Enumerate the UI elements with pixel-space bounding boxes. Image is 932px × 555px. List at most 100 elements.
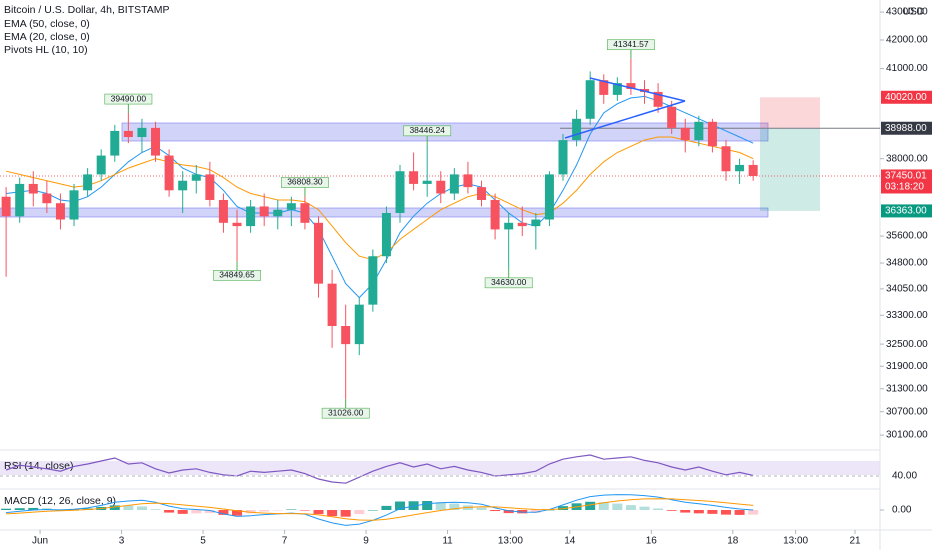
macd-histogram-bar xyxy=(734,510,745,515)
macd-histogram-bar xyxy=(245,510,256,514)
macd-histogram-bar xyxy=(164,510,175,513)
rsi-legend: RSI (14, close) xyxy=(4,460,73,472)
x-tick-label: 3 xyxy=(119,536,125,547)
macd-histogram-bar xyxy=(354,510,365,515)
macd-histogram-bar xyxy=(299,510,310,511)
macd-histogram-bar xyxy=(14,508,25,510)
candle-body xyxy=(55,203,65,220)
candle-body xyxy=(246,206,256,227)
pivot-box xyxy=(213,270,261,281)
macd-histogram-bar xyxy=(680,510,691,513)
macd-histogram-bar xyxy=(707,510,718,514)
candle-body xyxy=(436,180,446,194)
y-tick-label: 43000.00 xyxy=(886,7,928,18)
candle-body xyxy=(368,256,378,305)
candle-body xyxy=(612,83,622,95)
triangle-line xyxy=(589,77,686,102)
candle-body xyxy=(463,174,473,188)
macd-histogram-bar xyxy=(693,510,704,514)
target-zone xyxy=(760,128,820,211)
y-tick-label: 30100.00 xyxy=(886,430,928,441)
triangle-line xyxy=(564,100,686,139)
candle-body xyxy=(1,196,11,217)
candle-body xyxy=(422,180,432,184)
macd-histogram-bar xyxy=(259,510,270,512)
candle-body xyxy=(232,222,242,227)
y-tick-label: 34800.00 xyxy=(886,258,928,269)
y-tick-label: 41000.00 xyxy=(886,63,928,74)
ema-line xyxy=(6,95,754,299)
x-tick-label: 13:00 xyxy=(783,536,808,547)
candle-body xyxy=(96,155,106,175)
candle-body xyxy=(178,180,188,191)
macd-histogram-bar xyxy=(530,510,541,513)
x-tick-label: 21 xyxy=(849,536,861,547)
pivot-box xyxy=(321,407,370,419)
macd-histogram-bar xyxy=(721,510,732,515)
candle-body xyxy=(599,80,609,95)
macd-histogram-bar xyxy=(435,502,446,510)
pivot-box xyxy=(484,277,533,289)
candle-body xyxy=(83,174,93,191)
x-tick-label: 13:00 xyxy=(498,536,523,547)
y-tick-label: 31900.00 xyxy=(886,361,928,372)
candle-body xyxy=(531,219,541,227)
x-tick-label: 5 xyxy=(200,536,206,547)
price-tag-label: 38988.00 xyxy=(885,123,927,134)
macd-legend: MACD (12, 26, close, 9) xyxy=(4,495,116,507)
pivot-high-label: 36808.30 xyxy=(287,177,323,187)
pivot-box xyxy=(104,93,153,105)
macd-histogram-bar xyxy=(585,501,596,510)
candle-body xyxy=(151,127,161,156)
macd-histogram-bar xyxy=(340,510,351,517)
macd-histogram-bar xyxy=(286,509,297,510)
pivot-high-label: 41341.57 xyxy=(613,39,649,49)
macd-signal-line xyxy=(6,498,754,521)
macd-histogram-bar xyxy=(476,507,487,510)
candle-body xyxy=(327,283,337,327)
candle-body xyxy=(28,183,38,194)
pivot-box xyxy=(281,177,329,188)
pivot-low-label: 31026.00 xyxy=(328,407,364,417)
candle-body xyxy=(42,193,52,204)
candle-body xyxy=(395,171,405,213)
candle-body xyxy=(314,222,324,284)
macd-histogram-bar xyxy=(503,510,514,514)
candle-body xyxy=(123,130,133,138)
macd-histogram-bar xyxy=(136,506,147,510)
stop-zone xyxy=(760,97,820,129)
candle-body xyxy=(286,203,296,210)
candle-body xyxy=(490,199,500,230)
candle-body xyxy=(273,209,283,217)
candle-body xyxy=(15,183,25,217)
rsi-tick-label: 40.00 xyxy=(892,471,917,482)
candle-body xyxy=(504,222,514,230)
macd-histogram-bar xyxy=(109,505,120,510)
candle-body xyxy=(477,187,487,200)
price-tag-label: 36363.00 xyxy=(885,206,927,217)
price-tag-label: 37450.01 xyxy=(885,171,927,182)
x-tick-label: 16 xyxy=(646,536,658,547)
price-tag xyxy=(881,121,932,135)
candle-body xyxy=(449,174,459,194)
candle-body xyxy=(218,199,228,223)
macd-histogram-bar xyxy=(218,510,229,515)
chart-title: Bitcoin / U.S. Dollar, 4h, BITSTAMP xyxy=(4,4,170,16)
plot: 39490.00 36808.30 38446.24 41341.57 34849.65… xyxy=(0,39,880,419)
legend-item: Pivots HL (10, 10) xyxy=(4,44,88,56)
macd-histogram-bar xyxy=(639,506,650,510)
candle-body xyxy=(354,304,364,345)
pivot-low-label: 34849.65 xyxy=(219,270,255,280)
y-tick-label: 38000.00 xyxy=(886,153,928,164)
candle-body xyxy=(110,130,120,156)
macd-histogram-bar xyxy=(123,505,134,510)
pivot-box xyxy=(403,125,452,137)
candle-body xyxy=(721,146,731,172)
macd-histogram-bar xyxy=(191,510,202,514)
y-tick-label: 34050.00 xyxy=(886,284,928,295)
macd-macd-line xyxy=(6,494,754,526)
candle-body xyxy=(735,164,745,172)
macd-histogram-bar xyxy=(381,505,392,510)
